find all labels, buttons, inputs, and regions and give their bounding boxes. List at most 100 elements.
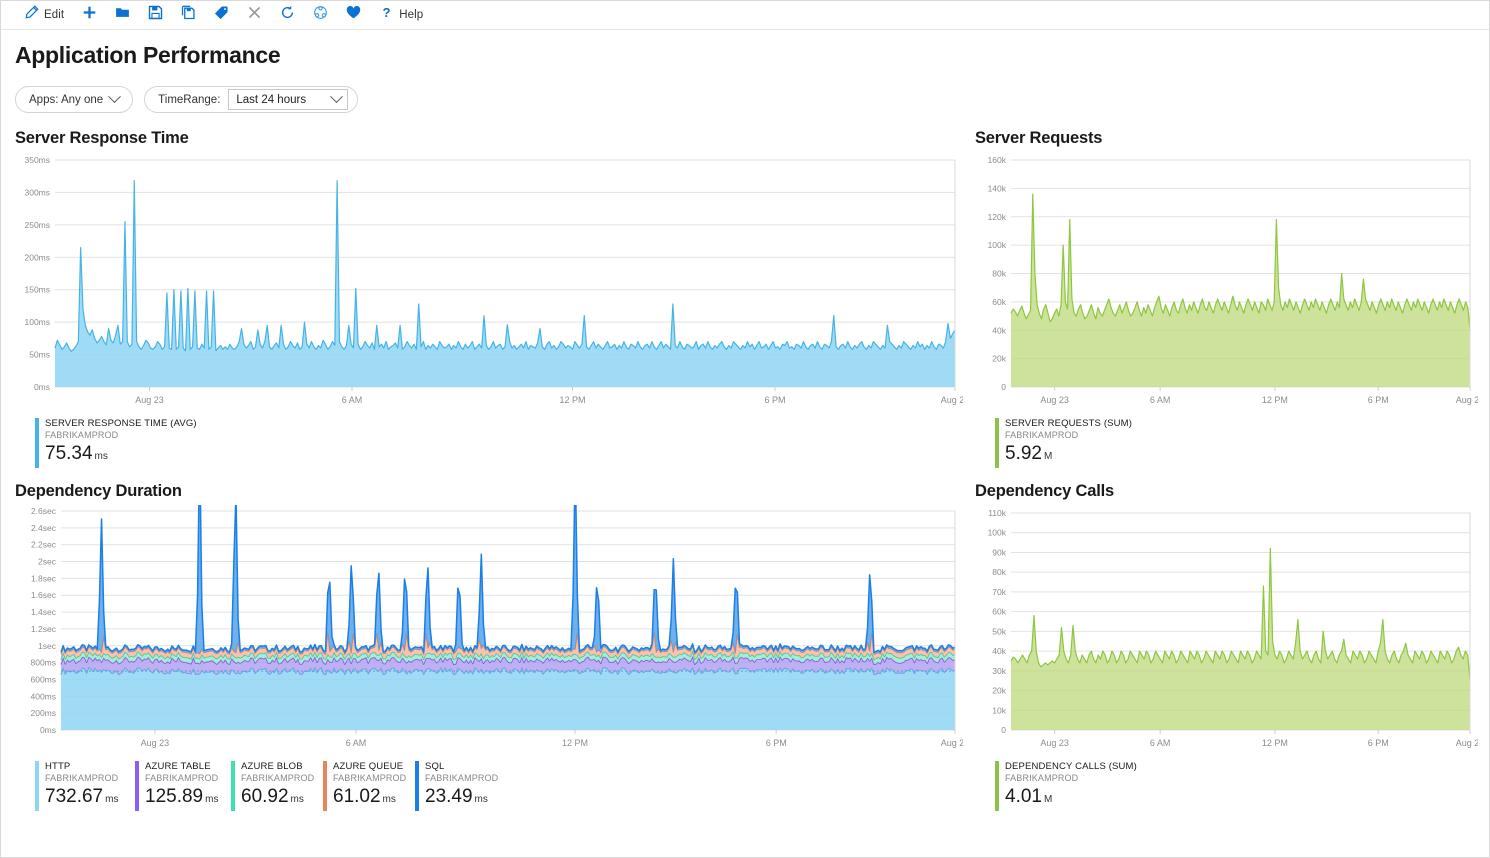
pencil-icon <box>24 5 39 25</box>
svg-text:60k: 60k <box>992 607 1006 617</box>
chart-title-dependency-duration: Dependency Duration <box>15 482 182 500</box>
svg-text:110k: 110k <box>988 508 1007 518</box>
plot-server-requests[interactable]: 0 20k 40k 60k 80k 100k 120k 140k 160k Aug 23 6 AM 1… <box>973 152 1478 412</box>
svg-text:12 PM: 12 PM <box>562 738 588 748</box>
legend-series-value: 125.89 ms <box>145 786 219 807</box>
svg-text:1sec: 1sec <box>38 641 57 651</box>
page-title: Application Performance <box>15 42 281 68</box>
toolbar-edit-button[interactable]: Edit <box>15 1 73 29</box>
legend-series-value: 23.49 ms <box>425 786 488 807</box>
timerange-filter-label: TimeRange: <box>158 93 221 106</box>
apps-filter-pill[interactable]: Apps: Any one <box>15 86 134 113</box>
legend-series-source: FABRIKAMPROD <box>333 773 407 783</box>
toolbar-close-button[interactable] <box>238 1 271 29</box>
legend-item[interactable]: SERVER REQUESTS (SUM) FABRIKAMPROD 5.92 M <box>995 418 1132 468</box>
svg-text:Aug 23: Aug 23 <box>135 395 164 405</box>
toolbar-help-button[interactable]: ? Help <box>370 1 432 29</box>
legend-dependency-duration: HTTP FABRIKAMPROD 732.67 ms AZURE TABLE FABRI… <box>13 761 963 811</box>
svg-text:100k: 100k <box>988 240 1007 250</box>
chart-svg-dependency-calls: 0 10k 20k 30k 40k 50k 60k 70k 80k 90k 100k 110k Aug … <box>988 508 1478 748</box>
legend-series-unit: ms <box>290 794 304 805</box>
toolbar-help-label: Help <box>399 9 424 21</box>
legend-series-source: FABRIKAMPROD <box>1005 773 1079 783</box>
timerange-value: Last 24 hours <box>236 93 307 106</box>
svg-text:Aug 23: Aug 23 <box>141 738 170 748</box>
toolbar-new-button[interactable] <box>73 1 106 29</box>
legend-series-value: 4.01 M <box>1005 786 1053 807</box>
legend-series-unit: ms <box>382 794 396 805</box>
svg-text:Aug 24: Aug 24 <box>1456 738 1478 748</box>
svg-text:6 AM: 6 AM <box>346 738 367 748</box>
toolbar-favorite-button[interactable] <box>337 1 370 29</box>
legend-server-response-time: SERVER RESPONSE TIME (AVG) FABRIKAMPROD 75… <box>13 418 963 468</box>
legend-item[interactable]: AZURE TABLE FABRIKAMPROD 125.89 ms <box>135 761 231 811</box>
chevron-down-icon <box>108 90 122 104</box>
toolbar-refresh-button[interactable] <box>271 1 304 29</box>
legend-color-bar <box>135 761 139 811</box>
svg-text:60k: 60k <box>992 297 1006 307</box>
toolbar-save-button[interactable] <box>139 1 172 29</box>
legend-item[interactable]: SQL FABRIKAMPROD 23.49 ms <box>415 761 505 811</box>
timerange-select[interactable]: Last 24 hours <box>228 89 349 110</box>
svg-text:Aug 24: Aug 24 <box>941 395 963 405</box>
svg-text:6 AM: 6 AM <box>1150 395 1171 405</box>
legend-series-value: 732.67 ms <box>45 786 119 807</box>
plot-dependency-calls[interactable]: 0 10k 20k 30k 40k 50k 60k 70k 80k 90k 100k 110k Aug … <box>973 505 1478 755</box>
legend-item[interactable]: AZURE QUEUE FABRIKAMPROD 61.02 ms <box>323 761 415 811</box>
svg-text:80k: 80k <box>992 567 1006 577</box>
plot-dependency-duration[interactable]: 0ms 200ms 400ms 600ms 800ms 1sec 1.2sec 1.4sec 1… <box>13 505 963 755</box>
svg-text:6 PM: 6 PM <box>1368 738 1389 748</box>
legend-color-bar <box>323 761 327 811</box>
legend-series-value: 75.34 ms <box>45 443 108 464</box>
folder-icon <box>115 5 130 25</box>
legend-series-unit: M <box>1043 794 1053 805</box>
chart-title-server-requests: Server Requests <box>975 129 1103 147</box>
legend-item[interactable]: SERVER RESPONSE TIME (AVG) FABRIKAMPROD 75… <box>35 418 197 468</box>
legend-series-source: FABRIKAMPROD <box>45 773 119 783</box>
svg-text:300ms: 300ms <box>24 187 50 197</box>
svg-text:Aug 24: Aug 24 <box>1456 395 1478 405</box>
svg-text:200ms: 200ms <box>24 252 50 262</box>
svg-text:160k: 160k <box>988 155 1007 165</box>
svg-text:200ms: 200ms <box>30 708 56 718</box>
svg-text:Aug 23: Aug 23 <box>1040 738 1069 748</box>
plus-icon <box>82 5 97 25</box>
legend-item[interactable]: HTTP FABRIKAMPROD 732.67 ms <box>35 761 135 811</box>
svg-text:6 PM: 6 PM <box>766 738 787 748</box>
toolbar-save-as-button[interactable] <box>172 1 205 29</box>
chart-svg-server-response-time: 0ms 50ms 100ms 150ms 200ms 250ms 300ms 350ms Aug… <box>24 155 963 405</box>
svg-text:20k: 20k <box>992 354 1006 364</box>
refresh-icon <box>280 5 295 25</box>
svg-text:80k: 80k <box>992 269 1006 279</box>
chart-card-server-response-time: Server Response Time 0ms 50ms 100ms 150ms 20… <box>13 129 963 468</box>
legend-series-source: FABRIKAMPROD <box>145 773 219 783</box>
chart-row-bottom: Dependency Duration 0ms 200ms 400ms 600ms 80… <box>13 482 1478 811</box>
toolbar-share-button[interactable] <box>304 1 337 29</box>
svg-text:Aug 23: Aug 23 <box>1040 395 1069 405</box>
legend-color-bar <box>995 761 999 811</box>
chart-card-dependency-calls: Dependency Calls 0 10k 20k 30k 40k 50k 60k 70k 8… <box>973 482 1478 811</box>
svg-text:150ms: 150ms <box>24 285 50 295</box>
legend-series-name: SERVER RESPONSE TIME (AVG) <box>45 418 197 429</box>
svg-text:12 PM: 12 PM <box>1262 738 1288 748</box>
legend-color-bar <box>231 761 235 811</box>
timerange-filter-pill[interactable]: TimeRange: Last 24 hours <box>144 86 359 113</box>
legend-item[interactable]: AZURE BLOB FABRIKAMPROD 60.92 ms <box>231 761 323 811</box>
svg-text:250ms: 250ms <box>24 220 50 230</box>
legend-series-unit: ms <box>94 451 108 462</box>
toolbar-open-button[interactable] <box>106 1 139 29</box>
legend-item[interactable]: DEPENDENCY CALLS (SUM) FABRIKAMPROD 4.01 M <box>995 761 1137 811</box>
legend-color-bar <box>415 761 419 811</box>
chart-card-dependency-duration: Dependency Duration 0ms 200ms 400ms 600ms 80… <box>13 482 963 811</box>
plot-server-response-time[interactable]: 0ms 50ms 100ms 150ms 200ms 250ms 300ms 350ms Aug… <box>13 152 963 412</box>
legend-series-source: FABRIKAMPROD <box>425 773 499 783</box>
legend-series-name: DEPENDENCY CALLS (SUM) <box>1005 761 1137 772</box>
toolbar-tag-button[interactable] <box>205 1 238 29</box>
svg-text:30k: 30k <box>992 666 1006 676</box>
legend-series-source: FABRIKAMPROD <box>45 430 119 440</box>
svg-text:800ms: 800ms <box>30 658 56 668</box>
svg-text:120k: 120k <box>988 212 1007 222</box>
svg-text:1.4sec: 1.4sec <box>31 607 57 617</box>
legend-series-source: FABRIKAMPROD <box>1005 430 1079 440</box>
chart-svg-dependency-duration: 0ms 200ms 400ms 600ms 800ms 1sec 1.2sec 1.4sec 1… <box>30 505 963 748</box>
